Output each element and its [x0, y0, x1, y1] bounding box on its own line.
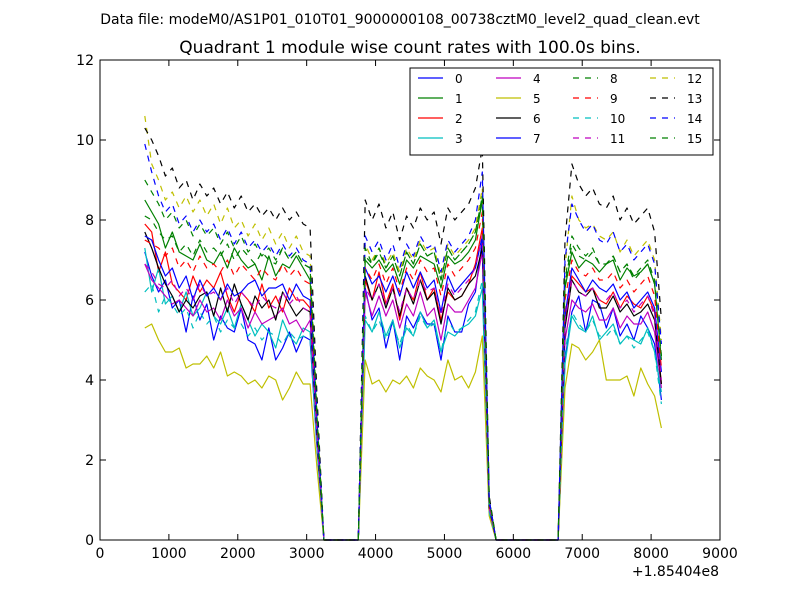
x-tick-label: 0: [96, 546, 105, 562]
series-line-3: [144, 247, 662, 541]
x-tick-label: 8000: [633, 546, 669, 562]
x-tick-label: 2000: [220, 546, 256, 562]
x-tick-label: 7000: [564, 546, 600, 562]
series-line-4: [144, 251, 662, 541]
x-tick-label: 4000: [358, 546, 394, 562]
series-line-1: [144, 199, 662, 541]
legend-label-1: 1: [455, 92, 463, 106]
legend-label-9: 9: [610, 92, 618, 106]
series-line-12: [144, 115, 662, 541]
legend-label-3: 3: [455, 132, 463, 146]
legend-label-10: 10: [610, 112, 625, 126]
legend-label-0: 0: [455, 72, 463, 86]
x-tick-label: 3000: [289, 546, 325, 562]
series-line-11: [144, 235, 662, 541]
chart-suptitle: Data file: modeM0/AS1P01_010T01_90000001…: [100, 12, 700, 28]
series-line-13: [144, 127, 662, 541]
y-tick-label: 12: [76, 53, 94, 69]
chart-title: Quadrant 1 module wise count rates with …: [179, 38, 640, 58]
x-tick-label: 6000: [496, 546, 532, 562]
series-line-5: [144, 323, 662, 541]
series-line-10: [144, 279, 662, 541]
x-tick-label: 1000: [151, 546, 187, 562]
x-tick-label: 9000: [702, 546, 738, 562]
legend-frame: [409, 67, 714, 156]
series-line-8: [144, 195, 662, 541]
legend-label-11: 11: [610, 132, 625, 146]
series-line-14: [144, 143, 662, 541]
series-layer: [144, 115, 662, 541]
legend-label-5: 5: [533, 92, 541, 106]
plot-frame: [99, 59, 721, 541]
series-line-9: [144, 211, 662, 541]
y-tick-label: 2: [85, 453, 94, 469]
x-offset-label: +1.85404e8: [632, 564, 719, 580]
legend-label-12: 12: [687, 72, 702, 86]
legend-label-2: 2: [455, 112, 463, 126]
legend-label-14: 14: [687, 112, 702, 126]
legend-label-7: 7: [533, 132, 541, 146]
y-tick-label: 0: [85, 533, 94, 549]
x-tick-label: 5000: [427, 546, 463, 562]
y-tick-label: 4: [85, 373, 94, 389]
legend-label-8: 8: [610, 72, 618, 86]
y-tick-label: 8: [85, 213, 94, 229]
legend-label-4: 4: [533, 72, 541, 86]
legend-label-13: 13: [687, 92, 702, 106]
y-tick-label: 6: [85, 293, 94, 309]
tick-layer: 0 1000 2000 3000 4000 5000 6000 7000 8000 9000 0 2 4…: [76, 53, 738, 562]
legend-label-6: 6: [533, 112, 541, 126]
legend-label-15: 15: [687, 132, 702, 146]
y-tick-label: 10: [76, 133, 94, 149]
series-line-7: [144, 235, 662, 541]
